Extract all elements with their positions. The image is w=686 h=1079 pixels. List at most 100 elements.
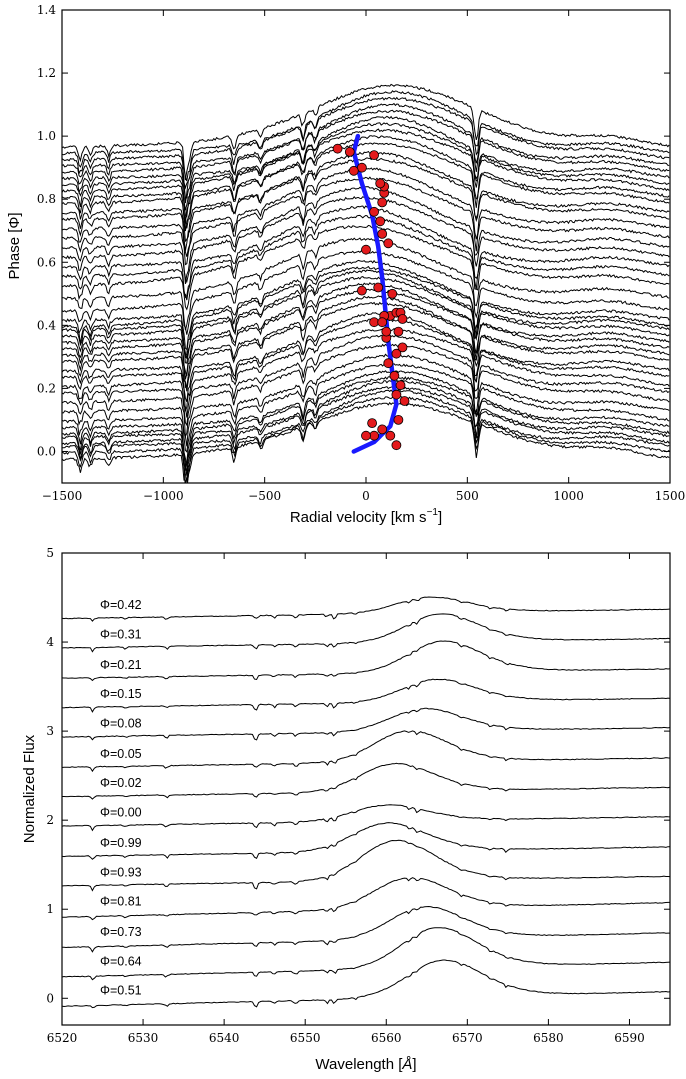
top-spectrum-line bbox=[62, 396, 670, 483]
top-y-tick-label: 0.2 bbox=[37, 381, 56, 395]
top-x-tick-label: −500 bbox=[248, 489, 281, 503]
top-y-tick-label: 0.6 bbox=[37, 255, 56, 269]
top-spectrum-line bbox=[62, 135, 670, 232]
top-y-ticks: 0.0 0.2 0.4 0.6 0.8 1.0 1.2 1.4 bbox=[37, 3, 670, 458]
top-spectrum-line bbox=[62, 301, 670, 392]
rv-data-point bbox=[377, 317, 388, 328]
top-spectrum-line bbox=[62, 157, 670, 251]
rv-data-point bbox=[369, 150, 380, 161]
top-spectrum-line bbox=[62, 115, 670, 211]
rv-data-point bbox=[377, 424, 388, 435]
bottom-spectrum-line bbox=[62, 822, 670, 860]
bottom-x-tick-label: 6580 bbox=[533, 1031, 564, 1045]
bottom-x-tick-label: 6550 bbox=[290, 1031, 321, 1045]
rv-data-point bbox=[375, 178, 386, 189]
top-y-tick-label: 0.4 bbox=[37, 318, 56, 332]
bottom-x-tick-label: 6530 bbox=[128, 1031, 159, 1045]
top-spectrum-line bbox=[62, 401, 670, 483]
top-spectrum-line bbox=[62, 385, 670, 476]
bottom-y-tick-label: 2 bbox=[46, 813, 54, 827]
bottom-y-tick-label: 1 bbox=[46, 902, 54, 916]
rv-data-point bbox=[367, 418, 378, 429]
bottom-y-tick-label: 3 bbox=[46, 724, 54, 738]
top-x-tick-label: 1000 bbox=[553, 489, 584, 503]
top-x-tick-label: 1500 bbox=[655, 489, 686, 503]
bottom-spectrum-line bbox=[62, 596, 670, 622]
phase-label: Φ=0.05 bbox=[100, 747, 142, 761]
bottom-x-tick-label: 6540 bbox=[209, 1031, 240, 1045]
bottom-x-tick-label: 6560 bbox=[371, 1031, 402, 1045]
top-spectrum-line bbox=[62, 369, 670, 467]
rv-data-point bbox=[348, 165, 359, 176]
top-spectrum-line bbox=[62, 90, 670, 182]
top-spectrum-line bbox=[62, 167, 670, 257]
rv-data-point bbox=[399, 396, 410, 406]
top-spectrum-line bbox=[62, 312, 670, 402]
rv-data-point bbox=[361, 244, 371, 255]
rv-data-point bbox=[356, 162, 367, 173]
top-y-axis-title: Phase [Φ] bbox=[6, 212, 23, 279]
top-spectrum-line bbox=[62, 195, 670, 284]
top-spectrum-line bbox=[62, 317, 670, 412]
bottom-x-axis-title: Wavelength [Å] bbox=[315, 1056, 416, 1073]
phase-label: Φ=0.31 bbox=[100, 628, 142, 642]
top-spectrum-line bbox=[62, 265, 670, 359]
top-x-tick-label: −1500 bbox=[42, 489, 83, 503]
rv-data-point bbox=[391, 440, 402, 451]
rv-data-point bbox=[356, 285, 367, 296]
top-spectrum-line bbox=[62, 83, 670, 181]
bottom-x-tick-label: 6520 bbox=[47, 1031, 78, 1045]
rv-data-point bbox=[377, 197, 388, 208]
top-y-tick-label: 0.0 bbox=[37, 444, 56, 458]
rv-data-point bbox=[381, 326, 392, 337]
top-spectrum-line bbox=[62, 353, 670, 447]
top-spectrum-line bbox=[62, 128, 670, 218]
top-spectrum-line bbox=[62, 109, 670, 199]
bottom-spectrum-line bbox=[62, 877, 670, 921]
phase-label: Φ=0.93 bbox=[100, 865, 142, 879]
bottom-spectrum-line bbox=[62, 613, 670, 653]
top-x-tick-label: −1000 bbox=[143, 489, 184, 503]
top-spectrum-line bbox=[62, 259, 670, 351]
phase-label: Φ=0.02 bbox=[100, 776, 142, 790]
top-spectrum-line bbox=[62, 295, 670, 389]
rv-data-point bbox=[397, 342, 408, 353]
bottom-spectrum-line bbox=[62, 707, 670, 741]
bottom-y-tick-label: 0 bbox=[46, 991, 54, 1005]
top-spectrum-line bbox=[62, 96, 670, 190]
phase-label: Φ=0.73 bbox=[100, 925, 142, 939]
top-spectrum-line bbox=[62, 150, 670, 243]
rv-data-point bbox=[393, 326, 404, 337]
top-spectrum-line bbox=[62, 176, 670, 266]
phase-label: Φ=0.81 bbox=[100, 895, 142, 909]
bottom-x-tick-label: 6590 bbox=[614, 1031, 645, 1045]
top-spectrum-line bbox=[62, 237, 670, 331]
top-spectrum-line bbox=[62, 282, 670, 380]
top-spectra bbox=[62, 83, 670, 483]
top-spectrum-line bbox=[62, 122, 670, 224]
top-x-tick-label: 500 bbox=[456, 489, 479, 503]
rv-data-point bbox=[383, 238, 394, 249]
bottom-panel: Φ=0.42 Φ=0.31 Φ=0.21 Φ=0.15 Φ=0.08 Φ=0.05 Φ=0.… bbox=[21, 546, 671, 1073]
top-spectrum-line bbox=[62, 185, 670, 284]
bottom-x-ticks: 6520 6530 6540 6550 6560 6570 6580 6590 bbox=[47, 553, 645, 1045]
bottom-spectrum-line bbox=[62, 678, 670, 713]
top-spectrum-line bbox=[62, 102, 670, 204]
top-spectrum-line bbox=[62, 269, 670, 359]
top-y-tick-label: 1.4 bbox=[37, 3, 56, 17]
phase-label: Φ=0.08 bbox=[100, 717, 142, 731]
top-spectrum-line bbox=[62, 142, 670, 229]
bottom-y-tick-label: 5 bbox=[46, 546, 54, 560]
rv-data-point bbox=[385, 430, 396, 441]
phase-label: Φ=0.42 bbox=[100, 598, 142, 612]
rv-data-point bbox=[369, 317, 380, 328]
top-y-tick-label: 0.8 bbox=[37, 192, 56, 206]
phase-label: Φ=0.99 bbox=[100, 836, 142, 850]
phase-label: Φ=0.51 bbox=[100, 984, 142, 998]
top-rv-overlay bbox=[332, 133, 410, 454]
bottom-y-tick-label: 4 bbox=[46, 635, 54, 649]
rv-data-point bbox=[383, 358, 394, 369]
top-spectrum-line bbox=[62, 214, 670, 301]
rv-data-point bbox=[387, 288, 398, 299]
